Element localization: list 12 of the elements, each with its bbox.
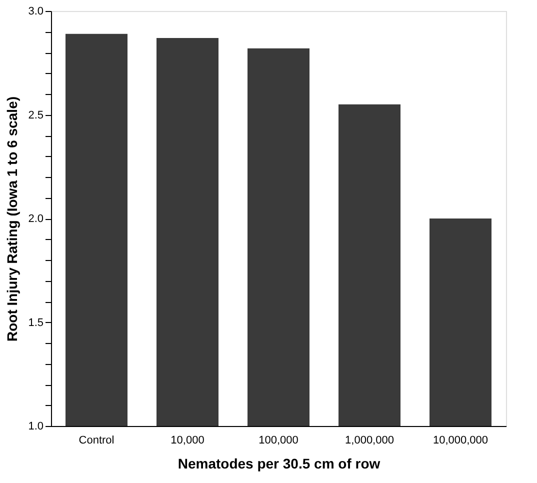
x-tick-label: 10,000 xyxy=(170,434,204,446)
y-tick-label: 2.0 xyxy=(28,213,44,225)
x-tick-label: 1,000,000 xyxy=(345,434,394,446)
y-tick-label: 3.0 xyxy=(28,6,44,18)
x-tick-label: Control xyxy=(78,434,114,446)
x-tick-label: 100,000 xyxy=(258,434,298,446)
text: 1.0 xyxy=(28,420,44,432)
y-axis-title: Root Injury Rating (Iowa 1 to 6 scale) xyxy=(4,96,20,342)
x-axis-title: Nematodes per 30.5 cm of row xyxy=(178,456,380,472)
y-tick-label: 1.5 xyxy=(28,316,44,329)
x-tick-label: 10,000,000 xyxy=(432,434,488,446)
y-tick-label: 2.5 xyxy=(28,109,44,122)
